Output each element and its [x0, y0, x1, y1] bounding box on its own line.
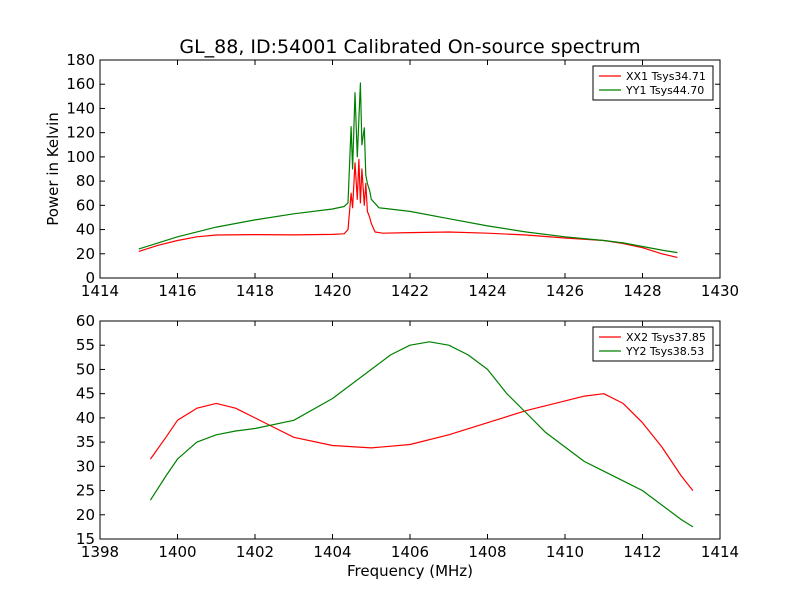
bottom-axes: 1398 1400 1402 1404 1406 1408 1410 1412 1414 15 20… [76, 312, 739, 580]
series-line-yy1 [138, 82, 678, 254]
x-tick-label: 1430 [701, 282, 739, 300]
x-tick-label: 1402 [236, 543, 274, 561]
top-axes: 1414 1416 1418 1420 1422 1424 1426 1428 1430 0 20 4… [44, 51, 739, 300]
series-line-yy2 [149, 341, 694, 528]
y-tick-label: 15 [76, 530, 95, 548]
x-tick-label: 1416 [158, 282, 196, 300]
legend-entry-label: XX2 Tsys37.85 [626, 331, 706, 344]
x-tick-label: 1414 [701, 543, 739, 561]
y-tick-label: 55 [76, 336, 95, 354]
x-tick-label: 1414 [81, 282, 119, 300]
y-tick-label: 180 [66, 51, 95, 69]
y-tick-label: 60 [76, 196, 95, 214]
x-tick-label: 1408 [468, 543, 506, 561]
y-tick-label: 40 [76, 221, 95, 239]
x-tick-label: 1424 [468, 282, 506, 300]
x-tick-label: 1420 [313, 282, 351, 300]
x-tick-label: 1426 [546, 282, 584, 300]
legend-entry-label: YY2 Tsys38.53 [625, 345, 704, 358]
y-tick-label: 80 [76, 172, 95, 190]
y-tick-label: 35 [76, 433, 95, 451]
x-tick-label: 1404 [313, 543, 351, 561]
y-tick-label: 30 [76, 457, 95, 475]
x-tick-label: 1400 [158, 543, 196, 561]
x-tick-label: 1398 [81, 543, 119, 561]
y-tick-label: 50 [76, 360, 95, 378]
y-tick-label: 140 [66, 99, 95, 117]
series-line-xx1 [138, 158, 678, 258]
legend-box [592, 65, 714, 101]
figure-title: GL_88, ID:54001 Calibrated On-source spe… [179, 36, 640, 58]
y-tick-label: 20 [76, 245, 95, 263]
y-tick-label: 0 [85, 269, 95, 287]
y-axis-label: Power in Kelvin [44, 112, 62, 226]
y-tick-label: 45 [76, 385, 95, 403]
y-tick-label: 60 [76, 312, 95, 330]
legend-box [592, 326, 714, 362]
y-tick-label: 160 [66, 75, 95, 93]
legend-entry-label: YY1 Tsys44.70 [625, 84, 704, 97]
x-tick-label: 1412 [623, 543, 661, 561]
x-tick-label: 1428 [623, 282, 661, 300]
series-line-xx2 [149, 393, 694, 491]
y-tick-label: 25 [76, 482, 95, 500]
x-tick-label: 1422 [391, 282, 429, 300]
y-tick-label: 20 [76, 506, 95, 524]
legend-entry-label: XX1 Tsys34.71 [626, 70, 706, 83]
x-tick-label: 1406 [391, 543, 429, 561]
y-tick-label: 100 [66, 148, 95, 166]
x-tick-label: 1410 [546, 543, 584, 561]
x-axis-label: Frequency (MHz) [347, 562, 473, 580]
y-tick-label: 120 [66, 124, 95, 142]
y-tick-label: 40 [76, 409, 95, 427]
x-tick-label: 1418 [236, 282, 274, 300]
